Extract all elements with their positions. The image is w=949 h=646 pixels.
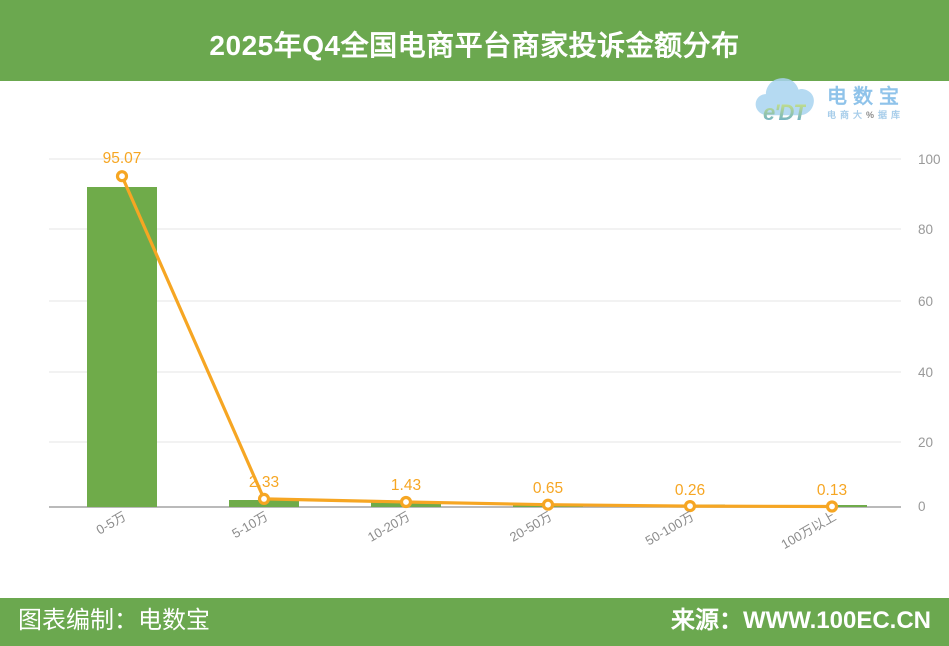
svg-text:0.26: 0.26 bbox=[675, 482, 705, 499]
svg-text:95.07: 95.07 bbox=[103, 150, 142, 167]
svg-text:100万以上: 100万以上 bbox=[778, 509, 838, 552]
svg-text:0: 0 bbox=[918, 499, 926, 514]
svg-text:100: 100 bbox=[918, 152, 941, 167]
svg-text:0-5万: 0-5万 bbox=[93, 509, 128, 538]
svg-text:5-10万: 5-10万 bbox=[229, 509, 270, 542]
svg-text:0.65: 0.65 bbox=[533, 480, 563, 497]
svg-text:60: 60 bbox=[918, 294, 933, 309]
svg-text:1.43: 1.43 bbox=[391, 477, 421, 494]
svg-text:10-20万: 10-20万 bbox=[365, 509, 413, 545]
svg-text:80: 80 bbox=[918, 222, 933, 237]
svg-text:0.13: 0.13 bbox=[817, 482, 847, 499]
svg-text:20: 20 bbox=[918, 435, 933, 450]
svg-text:2.33: 2.33 bbox=[249, 474, 279, 491]
svg-text:20-50万: 20-50万 bbox=[507, 509, 555, 545]
svg-text:40: 40 bbox=[918, 365, 933, 380]
svg-text:50-100万: 50-100万 bbox=[643, 509, 697, 549]
